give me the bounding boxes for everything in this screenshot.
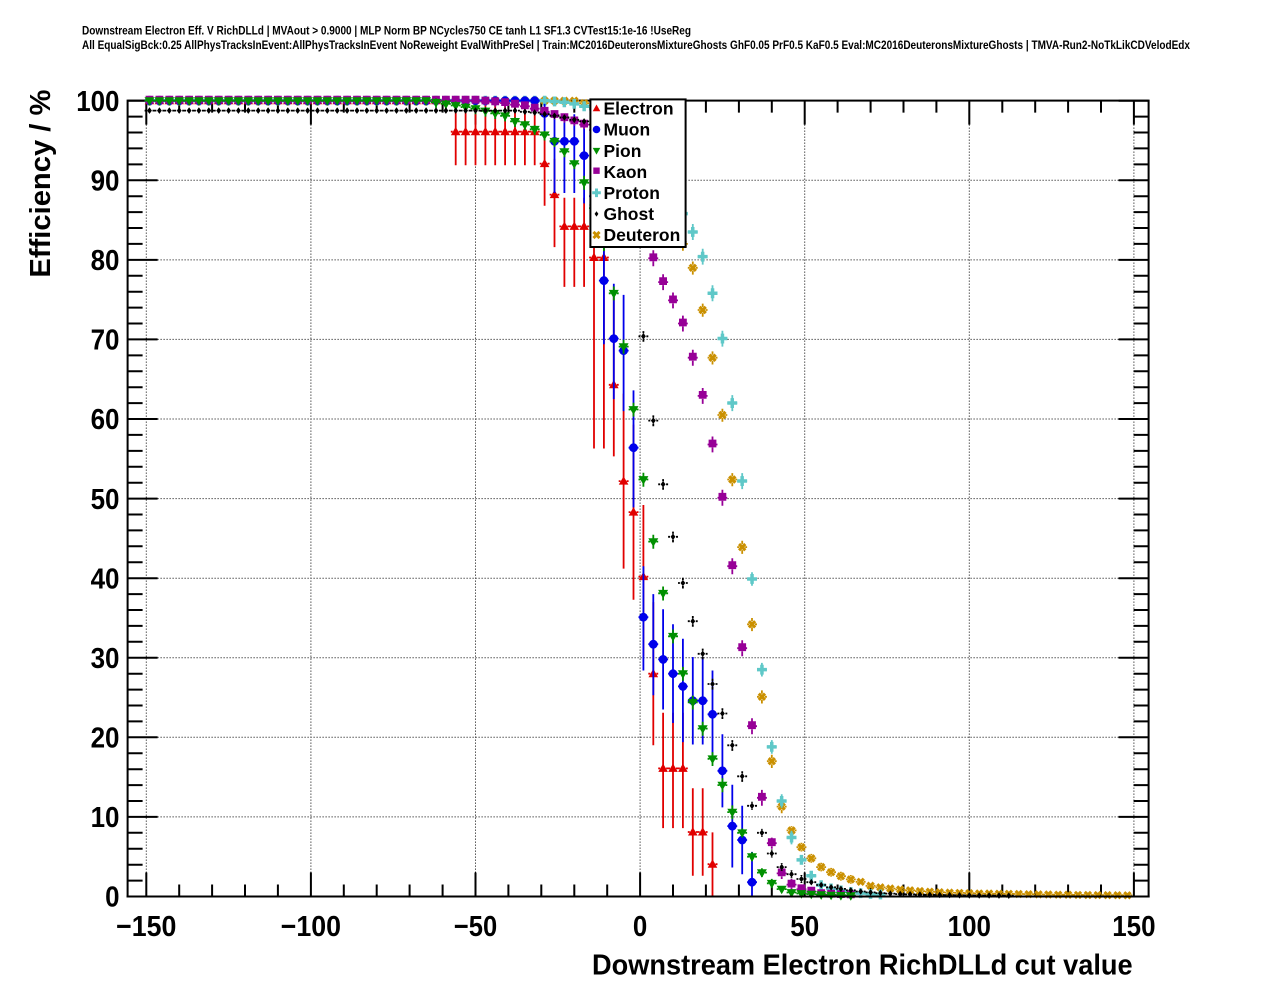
svg-text:70: 70 bbox=[91, 325, 120, 357]
svg-text:Deuteron: Deuteron bbox=[604, 225, 681, 245]
svg-text:Pion: Pion bbox=[604, 141, 642, 161]
svg-text:30: 30 bbox=[91, 643, 120, 675]
svg-text:Kaon: Kaon bbox=[604, 162, 648, 182]
svg-text:50: 50 bbox=[91, 484, 120, 516]
svg-text:100: 100 bbox=[76, 86, 119, 118]
svg-text:60: 60 bbox=[91, 404, 120, 436]
svg-text:Downstream Electron RichDLLd c: Downstream Electron RichDLLd cut value bbox=[592, 950, 1133, 982]
svg-text:Downstream Electron Eff. V Ric: Downstream Electron Eff. V RichDLLd | MV… bbox=[82, 24, 691, 38]
svg-text:−150: −150 bbox=[116, 911, 176, 943]
svg-text:Muon: Muon bbox=[604, 120, 651, 140]
svg-text:40: 40 bbox=[91, 563, 120, 595]
svg-text:150: 150 bbox=[1112, 911, 1155, 943]
svg-text:Efficiency / %: Efficiency / % bbox=[25, 89, 57, 277]
svg-text:80: 80 bbox=[91, 245, 120, 277]
svg-text:90: 90 bbox=[91, 166, 120, 198]
svg-text:50: 50 bbox=[790, 911, 819, 943]
svg-text:All EqualSigBck:0.25 AllPhysTr: All EqualSigBck:0.25 AllPhysTracksInEven… bbox=[82, 38, 1190, 52]
svg-text:0: 0 bbox=[633, 911, 647, 943]
svg-text:Proton: Proton bbox=[604, 183, 660, 203]
svg-text:−50: −50 bbox=[454, 911, 497, 943]
svg-text:0: 0 bbox=[105, 882, 119, 914]
svg-text:Ghost: Ghost bbox=[604, 204, 655, 224]
svg-text:100: 100 bbox=[948, 911, 991, 943]
svg-text:−100: −100 bbox=[281, 911, 341, 943]
svg-text:20: 20 bbox=[91, 723, 120, 755]
svg-text:Electron: Electron bbox=[604, 99, 674, 119]
svg-text:10: 10 bbox=[91, 802, 120, 834]
